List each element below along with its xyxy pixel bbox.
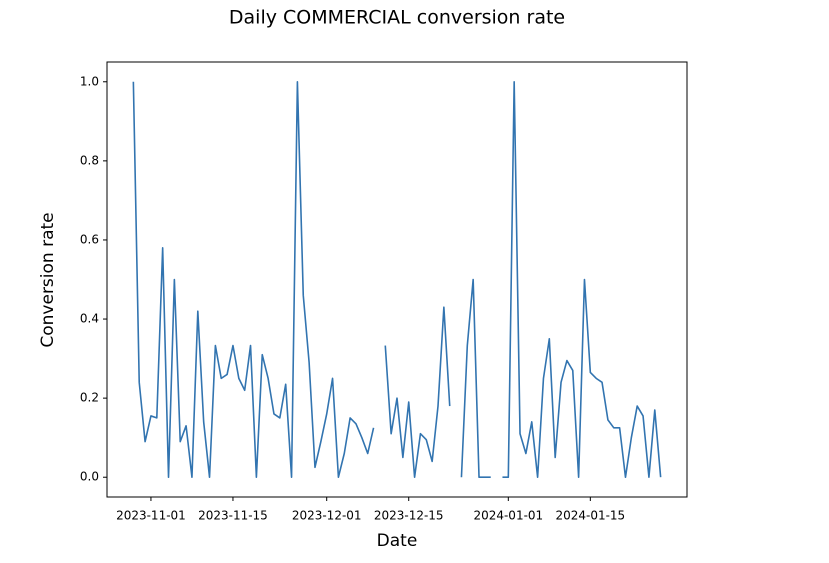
x-tick-label: 2023-12-01 <box>292 509 362 523</box>
x-tick-label: 2023-11-15 <box>198 509 268 523</box>
y-tick-label: 1.0 <box>80 74 99 88</box>
x-tick-label: 2023-11-01 <box>116 509 186 523</box>
y-axis-label: Conversion rate <box>38 212 58 347</box>
x-tick-label: 2024-01-15 <box>555 509 625 523</box>
x-tick-label: 2024-01-01 <box>473 509 543 523</box>
y-tick-label: 0.2 <box>80 391 99 405</box>
y-tick-label: 0.6 <box>80 232 99 246</box>
y-tick-label: 0.8 <box>80 153 99 167</box>
data-line <box>132 80 662 479</box>
x-tick-label: 2023-12-15 <box>374 509 444 523</box>
chart-title: Daily COMMERCIAL conversion rate <box>229 7 565 29</box>
x-axis-label: Date <box>377 531 418 551</box>
y-tick-label: 0.0 <box>80 470 99 484</box>
plot-frame <box>106 61 688 498</box>
y-tick-label: 0.4 <box>80 312 99 326</box>
